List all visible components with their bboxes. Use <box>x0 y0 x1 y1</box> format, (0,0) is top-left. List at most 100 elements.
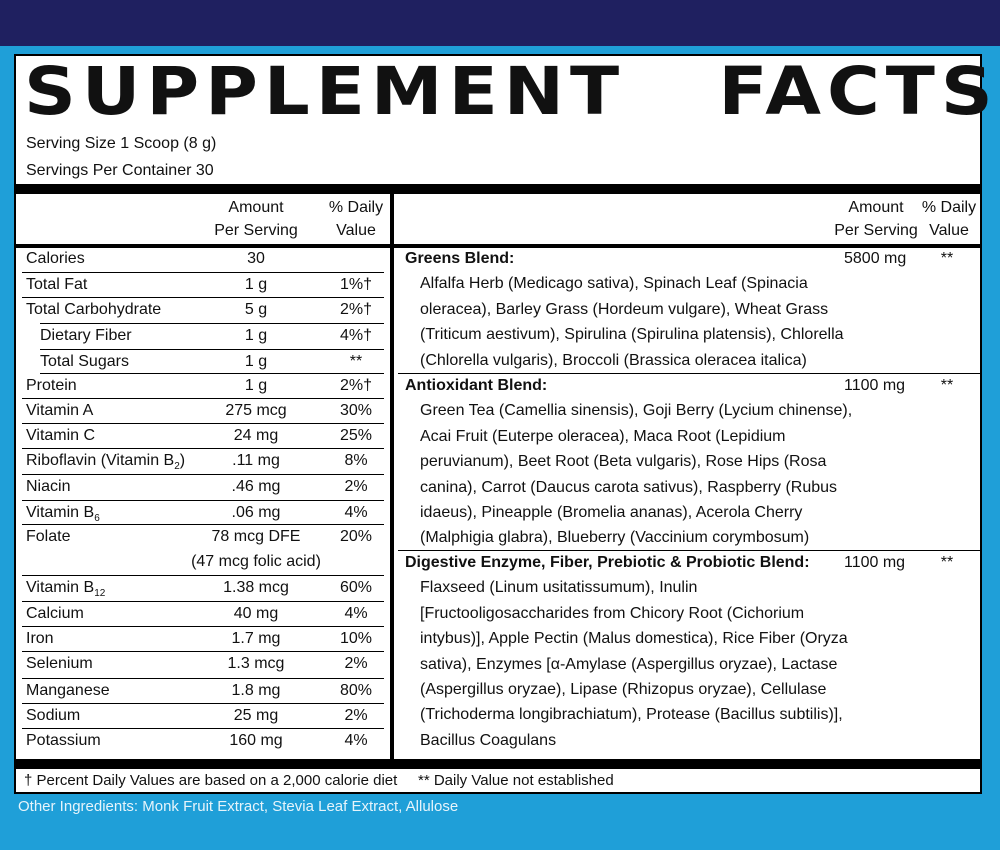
nutrient-daily-value: 30% <box>339 402 373 419</box>
footnote-star: ** Daily Value not established <box>418 772 614 789</box>
nutrient-name: Protein <box>26 377 77 394</box>
nutrient-amount: 1.7 mg <box>231 630 281 647</box>
nutrient-name: Calories <box>26 250 85 267</box>
nutrient-daily-value: 4%† <box>339 327 373 344</box>
blend-name: Antioxidant Blend: <box>405 377 548 394</box>
blend-rule <box>398 373 980 374</box>
blend-amount: 1100 mg <box>844 377 906 394</box>
right-amount-header: Amount <box>848 199 904 216</box>
nutrient-daily-value: ** <box>349 353 363 370</box>
row-rule <box>22 448 384 449</box>
blend-ingredient-line: (Aspergillus oryzae), Lipase (Rhizopus o… <box>420 681 827 698</box>
nutrient-amount: 5 g <box>244 301 268 318</box>
nutrient-amount: 1 g <box>244 353 268 370</box>
blend-ingredient-line: intybus)], Apple Pectin (Malus domestica… <box>420 630 848 647</box>
blend-ingredient-line: canina), Carrot (Daucus carota sativus),… <box>420 479 838 496</box>
panel-title: SUPPLEMENT FACTS <box>24 52 999 130</box>
row-rule <box>22 601 384 602</box>
nutrient-name: Dietary Fiber <box>40 327 132 344</box>
row-rule <box>22 678 384 679</box>
nutrient-name: Potassium <box>26 732 101 749</box>
blend-ingredient-line: (Chlorella vulgaris), Broccoli (Brassica… <box>420 352 807 369</box>
blend-ingredient-line: Acai Fruit (Euterpe oleracea), Maca Root… <box>420 428 786 445</box>
nutrient-name: Manganese <box>26 682 110 699</box>
blend-ingredient-line: [Fructooligosaccharides from Chicory Roo… <box>420 605 805 622</box>
blend-ingredient-line: oleracea), Barley Grass (Hordeum vulgare… <box>420 301 829 318</box>
blend-ingredient-line: Bacillus Coagulans <box>420 732 557 749</box>
blend-daily-value: ** <box>940 250 954 267</box>
nutrient-daily-value: 2% <box>344 478 368 495</box>
nutrient-amount: 1.38 mcg <box>223 579 289 596</box>
blend-daily-value: ** <box>940 554 954 571</box>
left-dv-header-bottom: Value <box>336 222 376 239</box>
nutrient-daily-value: 1%† <box>339 276 373 293</box>
nutrient-amount: 1 g <box>244 327 268 344</box>
nutrient-amount: 30 <box>247 250 265 267</box>
serving-size: Serving Size 1 Scoop (8 g) <box>26 135 217 152</box>
row-rule <box>22 423 384 424</box>
nutrient-daily-value: 4% <box>344 504 368 521</box>
nutrient-amount: 25 mg <box>233 707 279 724</box>
nutrient-amount-detail: (47 mcg folic acid) <box>191 553 321 570</box>
nutrient-name: Total Fat <box>26 276 88 293</box>
header-rule <box>16 244 980 248</box>
nutrient-name: Vitamin B6 <box>26 504 100 525</box>
nutrient-daily-value: 25% <box>339 427 373 444</box>
nutrient-amount: .46 mg <box>231 478 281 495</box>
row-rule <box>22 297 384 298</box>
row-rule <box>22 524 384 525</box>
nutrient-amount: 1 g <box>244 377 268 394</box>
column-divider <box>390 194 394 759</box>
row-rule <box>40 349 384 350</box>
row-rule <box>22 575 384 576</box>
row-rule <box>22 626 384 627</box>
blend-amount: 5800 mg <box>844 250 907 267</box>
nutrient-amount: 24 mg <box>233 427 279 444</box>
nutrient-daily-value: 80% <box>339 682 373 699</box>
nutrient-name: Iron <box>26 630 54 647</box>
nutrient-name: Calcium <box>26 605 84 622</box>
nutrient-name: Vitamin C <box>26 427 96 444</box>
blend-ingredient-line: (Triticum aestivum), Spirulina (Spirulin… <box>420 326 844 343</box>
right-dv-header: % Daily <box>921 199 977 216</box>
nutrient-daily-value: 20% <box>339 528 373 545</box>
blend-ingredient-line: sativa), Enzymes [α-Amylase (Aspergillus… <box>420 656 838 673</box>
footnote-dagger: † Percent Daily Values are based on a 2,… <box>24 772 398 789</box>
nutrient-name: Total Sugars <box>40 353 129 370</box>
nutrient-name: Vitamin A <box>26 402 94 419</box>
nutrient-name: Niacin <box>26 478 71 495</box>
top-banner <box>0 0 1000 46</box>
blend-name: Digestive Enzyme, Fiber, Prebiotic & Pro… <box>405 554 810 571</box>
row-rule <box>22 728 384 729</box>
nutrient-daily-value: 10% <box>339 630 373 647</box>
row-rule <box>22 474 384 475</box>
nutrient-amount: 1 g <box>244 276 268 293</box>
nutrient-name: Vitamin B12 <box>26 579 106 600</box>
row-rule <box>22 651 384 652</box>
row-rule <box>22 398 384 399</box>
nutrient-name: Riboflavin (Vitamin B2) <box>26 452 186 473</box>
nutrient-name: Total Carbohydrate <box>26 301 162 318</box>
servings-per-container: Servings Per Container 30 <box>26 162 214 179</box>
blend-ingredient-line: Alfalfa Herb (Medicago sativa), Spinach … <box>420 275 808 292</box>
nutrient-amount: .11 mg <box>232 452 280 469</box>
nutrient-amount: 160 mg <box>229 732 283 749</box>
nutrient-daily-value: 2% <box>344 707 368 724</box>
nutrient-name: Selenium <box>26 655 93 672</box>
nutrient-daily-value: 2%† <box>339 301 373 318</box>
row-rule <box>22 703 384 704</box>
top-thick-rule <box>16 184 980 194</box>
nutrient-name: Sodium <box>26 707 81 724</box>
blend-amount: 1100 mg <box>844 554 906 571</box>
blend-ingredient-line: (Malphigia glabra), Blueberry (Vaccinium… <box>420 529 810 546</box>
nutrient-amount: .06 mg <box>231 504 281 521</box>
blend-daily-value: ** <box>940 377 954 394</box>
blend-ingredient-line: Flaxseed (Linum usitatissumum), Inulin <box>420 579 698 596</box>
left-dv-header: % Daily <box>328 199 384 216</box>
nutrient-daily-value: 2% <box>344 655 368 672</box>
right-dv-header-bottom: Value <box>929 222 969 239</box>
row-rule <box>22 272 384 273</box>
row-rule <box>40 373 384 374</box>
row-rule <box>40 323 384 324</box>
blend-rule <box>398 550 980 551</box>
